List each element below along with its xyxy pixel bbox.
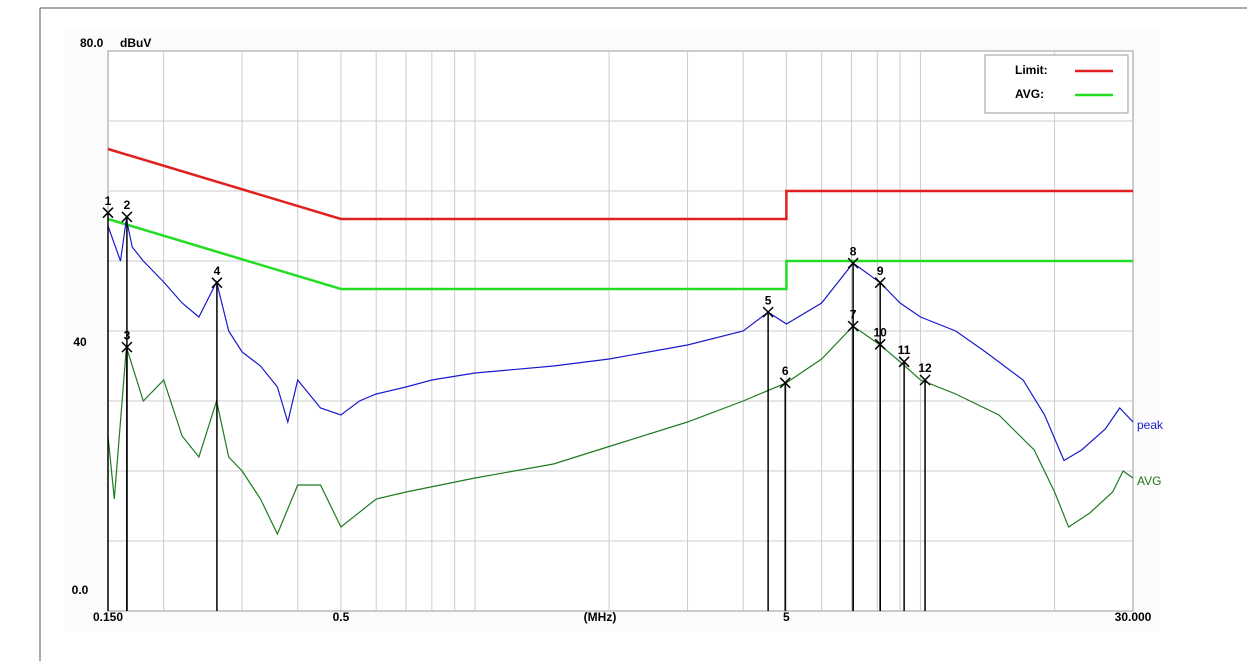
x-tick-label: 30.000 (1115, 610, 1152, 624)
marker-label: 12 (918, 361, 932, 375)
marker (919, 374, 931, 386)
x-tick-label: 0.5 (333, 610, 350, 624)
marker-label: 1 (105, 194, 112, 208)
marker-label: 11 (898, 343, 911, 357)
series-label: AVG (1137, 474, 1161, 488)
y-tick-label: 40 (73, 335, 87, 349)
marker-label: 4 (214, 264, 221, 278)
marker-label: 10 (873, 325, 887, 339)
series-line (107, 325, 1134, 536)
y-tick-label: 0.0 (72, 583, 89, 597)
x-tick-label: 0.150 (93, 610, 123, 624)
marker (102, 207, 114, 219)
marker (874, 338, 886, 350)
series-line (107, 147, 1133, 221)
marker-label: 2 (124, 198, 131, 212)
marker (898, 356, 910, 368)
marker (211, 277, 223, 289)
series-line (107, 217, 1133, 291)
legend (984, 54, 1129, 114)
series-label: peak (1137, 418, 1164, 432)
marker (779, 377, 791, 389)
legend-label: AVG: (1015, 87, 1044, 101)
marker (874, 277, 886, 289)
marker (762, 306, 774, 318)
legend-label: Limit: (1015, 63, 1048, 77)
marker-label: 8 (850, 244, 857, 258)
marker-label: 6 (782, 364, 789, 378)
series-line (107, 218, 1134, 462)
marker (121, 341, 133, 353)
marker (847, 257, 859, 269)
marker-label: 3 (124, 328, 131, 342)
marker-label: 9 (877, 264, 884, 278)
marker (121, 211, 133, 223)
x-axis-label: (MHz) (584, 610, 617, 624)
marker-label: 5 (765, 293, 772, 307)
y-tick-label: 80.0 (80, 36, 104, 50)
y-unit: dBuV (120, 36, 151, 50)
x-tick-label: 5 (783, 610, 790, 624)
